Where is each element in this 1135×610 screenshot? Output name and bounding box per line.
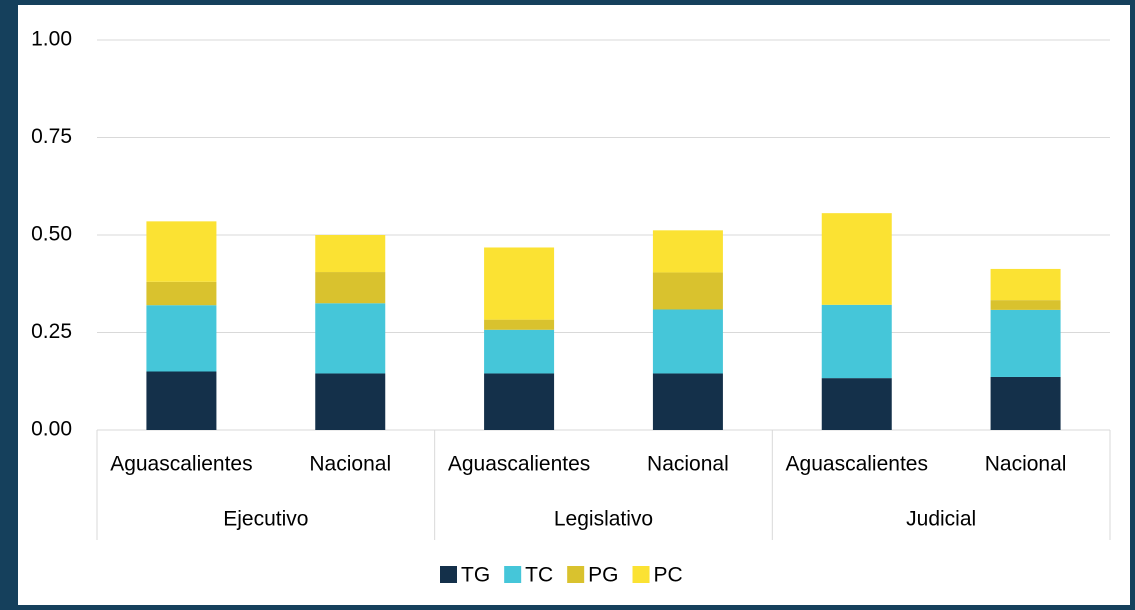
bar-segment — [146, 305, 217, 372]
bar-segment — [146, 281, 217, 306]
bar-segment — [315, 235, 386, 273]
bar-segment — [652, 230, 723, 273]
y-tick-label: 0.50 — [31, 223, 72, 246]
x-tick-label: Nacional — [985, 453, 1067, 476]
y-tick-label: 0.25 — [31, 320, 72, 343]
x-tick-label: Aguascalientes — [786, 453, 928, 476]
bar-segment — [484, 329, 555, 374]
legend-label: PG — [588, 564, 618, 587]
bar-segment — [146, 371, 217, 430]
legend-swatch — [567, 566, 585, 583]
bar-segment — [652, 309, 723, 374]
bar-segment — [990, 300, 1061, 310]
bar-segment — [652, 272, 723, 310]
bar-segment — [484, 247, 555, 320]
legend-swatch — [504, 566, 522, 583]
bar-segment — [821, 378, 892, 430]
bar-segment — [652, 373, 723, 430]
y-tick-label: 0.75 — [31, 125, 72, 148]
x-tick-label: Aguascalientes — [110, 453, 252, 476]
y-tick-label: 1.00 — [31, 28, 72, 51]
x-tick-label: Nacional — [647, 453, 729, 476]
bar-segment — [315, 373, 386, 430]
y-tick-label: 0.00 — [31, 418, 72, 441]
bar-segment — [315, 272, 386, 304]
x-tick-label: Nacional — [309, 453, 391, 476]
bar-segment — [484, 319, 555, 330]
group-label: Legislativo — [554, 508, 653, 531]
bar-segment — [990, 309, 1061, 377]
group-label: Judicial — [906, 508, 976, 531]
group-label: Ejecutivo — [223, 508, 308, 531]
legend-label: TG — [461, 564, 490, 587]
bar-segment — [990, 376, 1061, 430]
bar-segment — [146, 221, 217, 282]
bar-segment — [484, 373, 555, 430]
x-tick-label: Aguascalientes — [448, 453, 590, 476]
bar-segment — [821, 213, 892, 305]
legend-swatch — [632, 566, 650, 583]
legend-label: TC — [525, 564, 553, 587]
bar-segment — [821, 304, 892, 379]
legend-label: PC — [654, 564, 683, 587]
legend-swatch — [440, 566, 457, 583]
bar-segment — [315, 303, 386, 374]
bar-segment — [990, 268, 1061, 301]
